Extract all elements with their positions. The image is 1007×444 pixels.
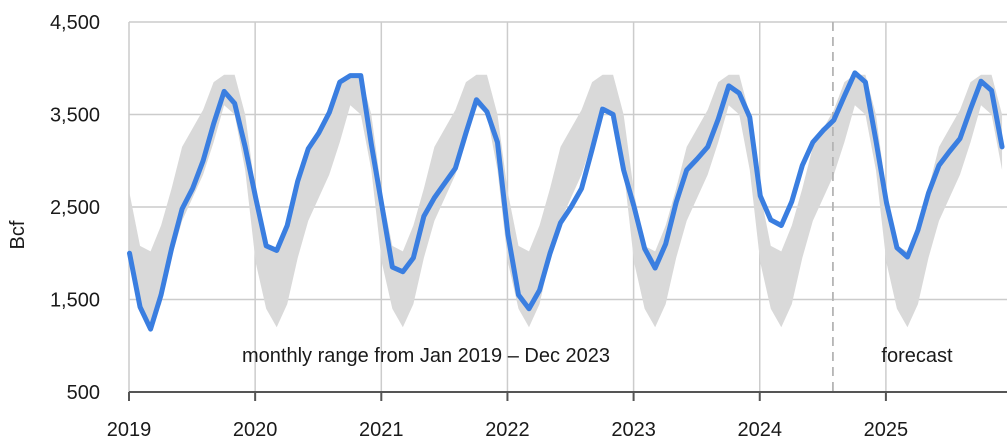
y-tick-label: 500 xyxy=(67,382,100,404)
y-tick-label: 4,500 xyxy=(50,12,100,34)
range-annotation: monthly range from Jan 2019 – Dec 2023 xyxy=(242,345,610,367)
x-tick-label: 2021 xyxy=(359,419,404,441)
x-tick-label: 2024 xyxy=(737,419,782,441)
y-tick-label: 2,500 xyxy=(50,197,100,219)
range-band xyxy=(129,74,1003,328)
x-tick-label: 2023 xyxy=(611,419,656,441)
x-tick-label: 2019 xyxy=(107,419,152,441)
forecast-annotation: forecast xyxy=(881,345,953,367)
series-line xyxy=(127,70,1005,332)
y-tick-label: 3,500 xyxy=(50,105,100,127)
grid xyxy=(128,21,1007,392)
x-tick-label: 2020 xyxy=(233,419,278,441)
x-tick-labels: 2019 2020 2021 2022 2023 2024 2025 xyxy=(107,392,908,441)
y-axis-title: Bcf xyxy=(7,220,29,249)
y-tick-label: 1,500 xyxy=(50,290,100,312)
x-tick-label: 2022 xyxy=(485,419,530,441)
y-tick-labels: 500 1,500 2,500 3,500 4,500 xyxy=(50,12,100,404)
x-tick-label: 2025 xyxy=(864,419,909,441)
